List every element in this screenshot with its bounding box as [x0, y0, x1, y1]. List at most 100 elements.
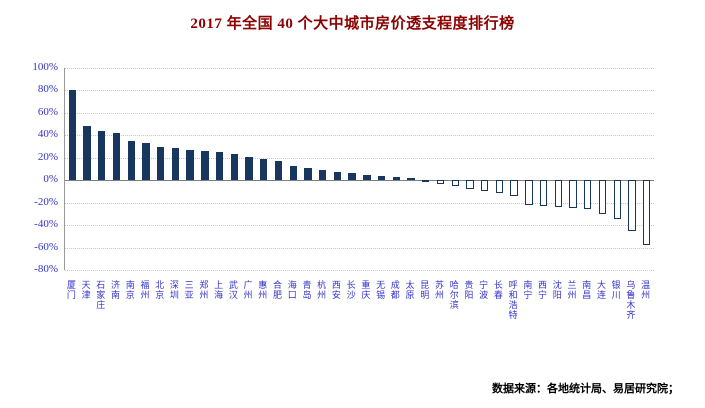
- x-tick-label: 青岛: [302, 280, 312, 300]
- x-tick-label: 武汉: [228, 280, 238, 300]
- x-tick-label: 大连: [596, 280, 606, 300]
- chart-title: 2017 年全国 40 个大中城市房价透支程度排行榜: [190, 16, 515, 32]
- bar-济南: [112, 133, 121, 181]
- gridline: [65, 225, 654, 227]
- x-tick-label: 温州: [641, 280, 651, 300]
- bar-兰州: [569, 180, 577, 209]
- gridline: [65, 157, 654, 159]
- gridline: [65, 135, 654, 137]
- bar-长沙: [348, 173, 356, 181]
- bar-贵阳: [466, 180, 474, 190]
- bar-惠州: [260, 158, 268, 181]
- y-tick-label: 60%: [37, 105, 58, 118]
- gridline: [65, 90, 654, 92]
- x-tick-label: 乌鲁木齐: [626, 280, 636, 320]
- x-tick-label: 贵阳: [464, 280, 474, 300]
- y-tick-label: 20%: [37, 150, 58, 163]
- x-tick-label: 北京: [155, 280, 165, 300]
- x-tick-label: 重庆: [361, 280, 371, 300]
- plot-area: [64, 68, 654, 271]
- x-tick-label: 厦门: [66, 280, 76, 300]
- x-tick-label: 三亚: [184, 280, 194, 300]
- x-tick-label: 郑州: [199, 280, 209, 300]
- gridline: [65, 247, 654, 249]
- zero-line: [65, 180, 654, 182]
- bar-南宁: [525, 180, 533, 205]
- bar-石家庄: [98, 130, 106, 181]
- x-axis: 厦门 天津 石家庄 济南 南京 福州 北京 深圳 三亚 郑州 上海 武汉 广州 惠州 合肥 海口 青岛 杭州 西安长…: [64, 280, 654, 372]
- x-tick-label: 上海: [214, 280, 224, 300]
- bar-天津: [83, 126, 91, 181]
- x-tick-label: 哈尔滨: [449, 280, 459, 310]
- y-tick-label: 80%: [37, 83, 58, 96]
- bar-宁波: [480, 180, 489, 192]
- bar-哈尔滨: [451, 180, 459, 186]
- bar-西宁: [539, 180, 548, 207]
- x-tick-label: 海口: [287, 280, 297, 300]
- source-note: 数据来源：各地统计局、易居研究院；: [492, 383, 679, 395]
- bar-沈阳: [554, 180, 562, 208]
- bar-福州: [142, 143, 150, 181]
- bar-太原: [407, 177, 415, 181]
- x-tick-label: 南昌: [582, 280, 592, 300]
- x-tick-label: 无锡: [376, 280, 386, 300]
- bar-北京: [157, 146, 165, 181]
- bar-乌鲁木齐: [628, 180, 636, 231]
- x-tick-label: 成都: [390, 280, 400, 300]
- x-tick-label: 福州: [140, 280, 150, 300]
- y-tick-label: -60%: [34, 240, 58, 253]
- x-tick-label: 沈阳: [552, 280, 562, 300]
- gridline: [65, 68, 654, 69]
- x-tick-label: 深圳: [169, 280, 179, 300]
- x-tick-label: 济南: [111, 280, 121, 300]
- x-tick-label: 长沙: [346, 280, 356, 300]
- bar-三亚: [186, 149, 194, 181]
- bar-武汉: [230, 154, 239, 181]
- bar-青岛: [304, 167, 312, 181]
- bar-上海: [215, 152, 224, 181]
- x-tick-label: 杭州: [317, 280, 327, 300]
- x-tick-label: 呼和浩特: [508, 280, 518, 320]
- bar-温州: [642, 180, 651, 246]
- x-tick-label: 惠州: [258, 280, 268, 300]
- y-tick-label: -80%: [34, 263, 58, 275]
- x-tick-label: 苏州: [434, 280, 444, 300]
- bar-杭州: [319, 170, 327, 181]
- gridline: [65, 270, 654, 271]
- gridline: [65, 112, 654, 114]
- y-tick-label: 100%: [32, 61, 58, 73]
- x-tick-label: 昆明: [420, 280, 430, 300]
- x-tick-label: 西宁: [538, 280, 548, 300]
- bar-郑州: [201, 151, 209, 181]
- bar-银川: [613, 180, 621, 220]
- bar-海口: [289, 165, 297, 181]
- bar-南京: [127, 140, 135, 181]
- bar-深圳: [171, 147, 180, 181]
- x-tick-label: 西安: [331, 280, 341, 300]
- bar-合肥: [274, 161, 283, 181]
- bar-大连: [598, 180, 607, 214]
- y-tick-label: -20%: [34, 195, 58, 208]
- bar-成都: [392, 176, 400, 181]
- bar-无锡: [377, 175, 386, 181]
- bar-西安: [333, 172, 342, 181]
- x-tick-label: 银川: [611, 280, 621, 300]
- bar-厦门: [68, 90, 77, 181]
- x-tick-label: 南宁: [523, 280, 533, 300]
- bar-昆明: [422, 180, 430, 183]
- bar-长春: [495, 180, 504, 193]
- x-tick-label: 太原: [405, 280, 415, 300]
- x-tick-label: 长春: [493, 280, 503, 300]
- bar-重庆: [363, 174, 371, 181]
- x-tick-label: 南京: [125, 280, 135, 300]
- bar-苏州: [436, 180, 445, 184]
- y-tick-label: 0%: [43, 173, 58, 186]
- x-tick-label: 兰州: [567, 280, 577, 300]
- y-tick-label: 40%: [37, 128, 58, 141]
- gridline: [65, 202, 654, 204]
- x-tick-label: 合肥: [272, 280, 282, 300]
- x-tick-label: 石家庄: [96, 280, 106, 310]
- bar-呼和浩特: [510, 180, 518, 196]
- y-axis: 100% 80% 60% 40% 20% 0% -20% -40% -60% -80%: [8, 61, 58, 275]
